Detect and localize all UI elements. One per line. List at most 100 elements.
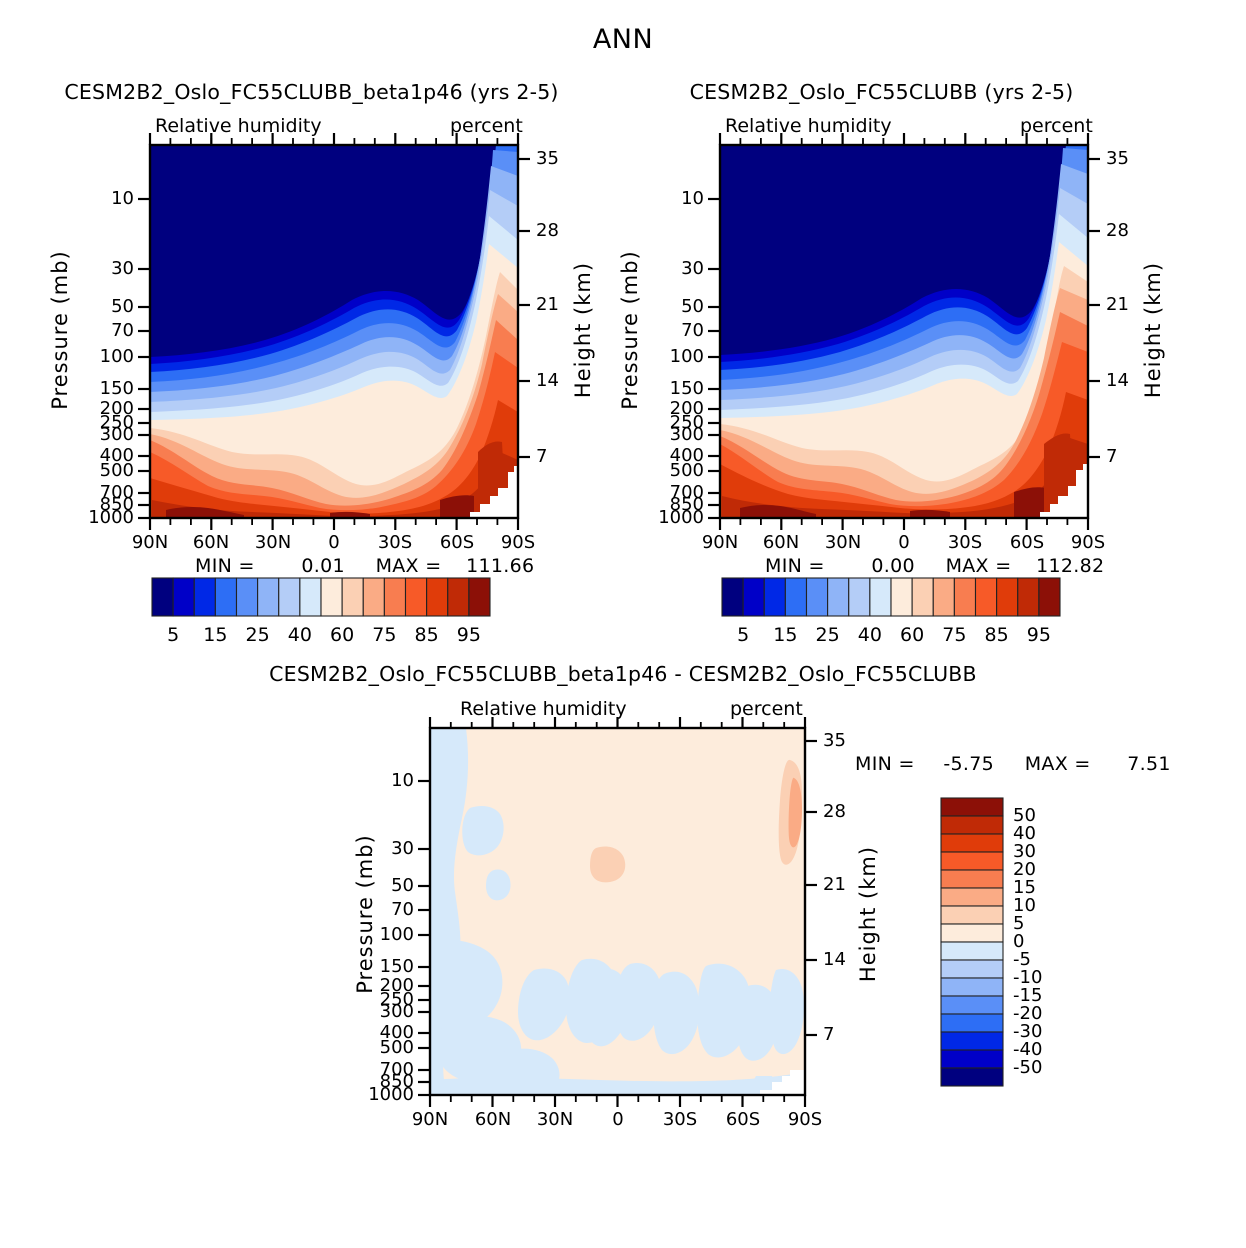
panel-control-xtick-0: 90N	[701, 532, 739, 553]
colorbar-swatch[interactable]	[468, 577, 491, 617]
colorbar-tick-label: 50	[1013, 805, 1036, 826]
colorbar-swatch[interactable]	[932, 577, 955, 617]
colorbar-tick-label: 60	[900, 624, 925, 646]
colorbar-swatch[interactable]	[940, 959, 1004, 979]
panel-test-ytick-10: 10	[111, 188, 134, 209]
panel-test-right-ticks	[518, 157, 530, 459]
panel-difference-ytick-500: 500	[379, 1037, 414, 1058]
colorbar-swatch[interactable]	[940, 977, 1004, 997]
panel-difference-variable-label: Relative humidity	[460, 698, 627, 720]
panel-test-title: CESM2B2_Oslo_FC55CLUBB_beta1p46 (yrs 2-5…	[64, 80, 559, 104]
colorbar-swatch[interactable]	[848, 577, 871, 617]
panel-test-colorbar-swatches[interactable]	[151, 577, 491, 617]
panel-difference-xtick-2: 30N	[536, 1109, 574, 1130]
colorbar-swatch[interactable]	[940, 833, 1004, 853]
colorbar-tick-label: -20	[1013, 1003, 1043, 1024]
colorbar-tick-label: -40	[1013, 1039, 1043, 1060]
colorbar-swatch[interactable]	[940, 815, 1004, 835]
colorbar-tick-label: 40	[1013, 823, 1036, 844]
colorbar-swatch[interactable]	[827, 577, 850, 617]
panel-control-ytick-150: 150	[669, 378, 704, 399]
panel-difference-max-label: MAX =	[1024, 753, 1091, 775]
colorbar-swatch[interactable]	[940, 1049, 1004, 1069]
panel-difference-colorbar-swatches[interactable]	[940, 797, 1004, 1087]
colorbar-swatch[interactable]	[151, 577, 174, 617]
panel-control-colorbar-swatches[interactable]	[721, 577, 1061, 617]
colorbar-swatch[interactable]	[940, 869, 1004, 889]
panel-test-colorbar[interactable]	[0, 0, 623, 660]
panel-test-ytick-70: 70	[111, 320, 134, 341]
panel-test-min-label: MIN =	[195, 555, 255, 577]
panel-difference-ytick-30: 30	[391, 838, 414, 859]
colorbar-swatch[interactable]	[890, 577, 913, 617]
colorbar-swatch[interactable]	[974, 577, 998, 617]
colorbar-swatch[interactable]	[721, 577, 744, 617]
colorbar-swatch[interactable]	[763, 577, 786, 617]
colorbar-swatch[interactable]	[383, 577, 407, 617]
panel-difference-ytick-200: 200	[379, 975, 414, 996]
panel-test-ytick-500: 500	[99, 460, 134, 481]
colorbar-swatch[interactable]	[940, 923, 1004, 943]
colorbar-swatch[interactable]	[911, 577, 934, 617]
colorbar-swatch[interactable]	[940, 941, 1004, 961]
colorbar-swatch[interactable]	[953, 577, 977, 617]
colorbar-swatch[interactable]	[940, 1013, 1004, 1033]
colorbar-swatch[interactable]	[940, 1067, 1004, 1087]
panel-difference-ytick-250: 250	[379, 989, 414, 1010]
colorbar-swatch[interactable]	[341, 577, 364, 617]
colorbar-swatch[interactable]	[1038, 577, 1061, 617]
colorbar-swatch[interactable]	[278, 577, 301, 617]
panel-difference-colorbar[interactable]	[0, 640, 1246, 1200]
panel-difference-xtick-1: 60N	[474, 1109, 512, 1130]
colorbar-swatch[interactable]	[940, 887, 1004, 907]
panel-test-ztick-35: 35	[536, 148, 559, 169]
colorbar-swatch[interactable]	[404, 577, 428, 617]
colorbar-swatch[interactable]	[940, 905, 1004, 925]
panel-test-min-value: 0.01	[301, 555, 345, 577]
colorbar-swatch[interactable]	[447, 577, 470, 617]
colorbar-tick-label: 10	[1013, 895, 1036, 916]
colorbar-swatch[interactable]	[299, 577, 322, 617]
colorbar-swatch[interactable]	[742, 577, 765, 617]
colorbar-tick-label: 60	[330, 624, 355, 646]
colorbar-swatch[interactable]	[362, 577, 385, 617]
panel-test-ytick-1000: 1000	[88, 507, 134, 528]
panel-test-units-label: percent	[450, 115, 523, 137]
panel-test-left-ticks	[138, 197, 150, 520]
colorbar-swatch[interactable]	[940, 995, 1004, 1015]
colorbar-swatch[interactable]	[940, 851, 1004, 871]
colorbar-swatch[interactable]	[235, 577, 259, 617]
colorbar-swatch[interactable]	[172, 577, 195, 617]
panel-difference-ztick-7: 7	[823, 1024, 835, 1045]
panel-control-xtick-1: 60N	[762, 532, 800, 553]
colorbar-swatch[interactable]	[940, 1031, 1004, 1051]
colorbar-swatch[interactable]	[940, 797, 1004, 817]
colorbar-swatch[interactable]	[426, 577, 449, 617]
colorbar-swatch[interactable]	[869, 577, 892, 617]
colorbar-tick-label: -50	[1013, 1057, 1043, 1078]
panel-test-max-label: MAX =	[375, 555, 442, 577]
panel-control-ytick-500: 500	[669, 460, 704, 481]
panel-control-contour-field	[720, 145, 1088, 518]
panel-difference-minmax: MIN = -5.75 MAX = 7.51	[855, 753, 1171, 775]
colorbar-swatch[interactable]	[996, 577, 1019, 617]
colorbar-swatch[interactable]	[193, 577, 216, 617]
colorbar-swatch[interactable]	[805, 577, 829, 617]
colorbar-swatch[interactable]	[1017, 577, 1040, 617]
colorbar-swatch[interactable]	[214, 577, 238, 617]
colorbar-tick-label: 25	[815, 624, 840, 646]
panel-control-max-value: 112.82	[1036, 555, 1105, 577]
colorbar-swatch[interactable]	[320, 577, 343, 617]
panel-difference-xtick-6: 90S	[787, 1109, 823, 1130]
panel-test-contour-field	[150, 145, 518, 518]
colorbar-tick-label: 15	[203, 624, 228, 646]
colorbar-tick-label: 25	[245, 624, 270, 646]
panel-test-ztick-14: 14	[536, 370, 559, 391]
colorbar-swatch[interactable]	[257, 577, 280, 617]
panel-control-colorbar[interactable]	[570, 0, 1193, 660]
colorbar-swatch[interactable]	[784, 577, 808, 617]
panel-control-min-label: MIN =	[765, 555, 825, 577]
panel-test-xtick-6: 90S	[500, 532, 536, 553]
panel-difference-ztick-14: 14	[823, 949, 846, 970]
panel-test-top-ticks	[148, 133, 520, 145]
